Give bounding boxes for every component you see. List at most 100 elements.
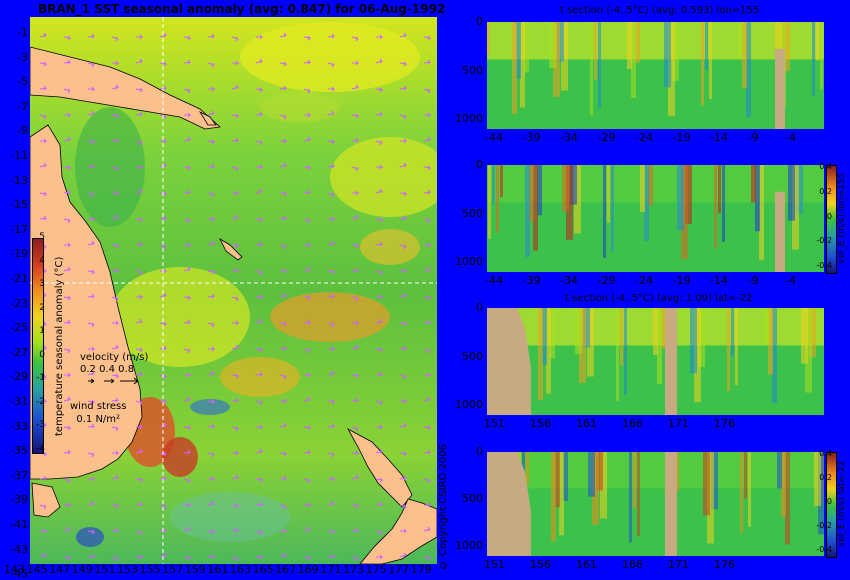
section-panel-1[interactable]: [487, 22, 824, 129]
velocity-arrow: [135, 58, 143, 64]
section-depth-tick: 0: [476, 445, 483, 458]
velocity-arrow: [351, 214, 359, 220]
tasmania: [31, 482, 61, 518]
velocity-arrow: [423, 35, 432, 41]
velocity-arrow: [351, 166, 359, 172]
new-zealand-north: [346, 427, 413, 508]
velocity-arrow: [255, 270, 263, 276]
velocity-arrows: [39, 32, 432, 562]
velocity-arrow: [303, 218, 311, 224]
velocity-arrow: [231, 474, 239, 480]
velocity-arrow: [111, 503, 120, 509]
velocity-arrow: [279, 504, 287, 510]
section-feature: [512, 22, 517, 115]
sst-anomaly-map[interactable]: [30, 17, 437, 564]
section-feature: [627, 22, 632, 70]
section-feature: [500, 165, 503, 198]
section-feature: [561, 22, 568, 91]
section-feature: [587, 308, 594, 377]
velocity-arrow: [207, 452, 215, 458]
lat-tick-label: -41: [10, 518, 28, 531]
section-x-tick: 161: [576, 558, 597, 571]
velocity-arrow: [280, 138, 288, 144]
wind-legend-title: wind stress: [70, 401, 127, 412]
velocity-arrow: [231, 397, 240, 403]
section-panel-4[interactable]: [487, 452, 824, 556]
section-x-tick: -39: [522, 274, 541, 287]
velocity-arrow: [256, 554, 264, 560]
section-x-tick: 156: [530, 417, 551, 430]
lat-tick-label: -37: [10, 468, 28, 482]
lon-tick-label: 167: [275, 563, 297, 576]
map-colorbar-tick: 2: [39, 302, 45, 313]
section-feature: [722, 165, 725, 243]
section-colorbar-tick: -0.4: [816, 261, 832, 270]
velocity-arrow: [232, 450, 240, 456]
velocity-arrow: [423, 348, 431, 354]
velocity-arrow: [327, 240, 335, 246]
anomaly-patches: [75, 22, 437, 547]
section-feature: [653, 308, 658, 356]
velocity-arrow: [183, 396, 191, 402]
velocity-arrow: [39, 61, 48, 67]
velocity-arrow: [232, 190, 240, 196]
section-feature: [727, 308, 730, 392]
lat-tick-label: -35: [10, 444, 28, 458]
velocity-arrow: [303, 478, 311, 484]
velocity-arrow: [255, 318, 263, 324]
section-x-tick: 151: [484, 558, 505, 571]
section-feature: [525, 165, 530, 258]
section-panel-3[interactable]: [487, 308, 824, 415]
velocity-arrow: [39, 85, 48, 91]
velocity-arrow: [63, 526, 71, 532]
velocity-arrow: [400, 138, 408, 144]
velocity-arrow: [159, 345, 168, 351]
velocity-arrow: [327, 110, 335, 116]
velocity-arrow: [40, 528, 48, 534]
velocity-arrow: [279, 345, 288, 351]
velocity-arrow: [255, 501, 264, 507]
velocity-arrow: [208, 86, 216, 92]
velocity-arrow: [159, 552, 167, 558]
velocity-arrow: [352, 450, 360, 456]
section-panel-2[interactable]: [487, 165, 824, 272]
velocity-arrow: [135, 347, 144, 353]
map-colorbar-tick: 1: [39, 326, 45, 336]
section-x-tick: -39: [522, 131, 541, 144]
velocity-arrow: [87, 500, 95, 506]
section-x-tick: 161: [576, 417, 597, 430]
velocity-arrow: [255, 140, 263, 146]
section-feature: [559, 452, 564, 536]
velocity-arrow: [351, 527, 360, 533]
velocity-arrow: [327, 399, 336, 405]
velocity-arrow: [327, 163, 336, 169]
velocity-arrow: [256, 34, 264, 40]
section-feature: [583, 308, 590, 348]
lon-tick-label: 177: [388, 563, 410, 576]
velocity-arrow: [207, 553, 216, 559]
velocity-arrow: [159, 321, 168, 327]
lon-tick-label: 171: [320, 563, 342, 576]
velocity-arrow: [111, 397, 120, 403]
section-feature: [711, 452, 718, 510]
velocity-arrow: [231, 556, 239, 562]
latitude-axis: -1 -3 -5 -7 -9 -11 -13 -15 -17 -19 -21 -23 -25 -27 -29…: [0, 16, 30, 580]
lon-tick-label: 149: [71, 563, 93, 576]
section-x-tick: -4: [785, 274, 796, 287]
land-mask: [487, 308, 677, 415]
section-feature: [640, 165, 645, 213]
section-feature: [731, 308, 734, 357]
velocity-arrow: [231, 503, 240, 509]
velocity-arrow: [208, 476, 216, 482]
velocity-arrow: [183, 295, 192, 301]
velocity-arrow: [399, 345, 408, 351]
section-colorbar-label: vel_E (m/s) lon=155: [837, 172, 847, 265]
section-feature: [550, 308, 555, 359]
velocity-arrow: [159, 85, 168, 91]
wind-legend-value: 0.1 N/m²: [76, 414, 121, 425]
section-feature: [533, 165, 538, 251]
section-feature: [516, 22, 521, 79]
velocity-arrow: [376, 164, 384, 170]
velocity-legend-title: velocity (m/s): [80, 352, 149, 363]
velocity-arrow: [231, 113, 240, 119]
